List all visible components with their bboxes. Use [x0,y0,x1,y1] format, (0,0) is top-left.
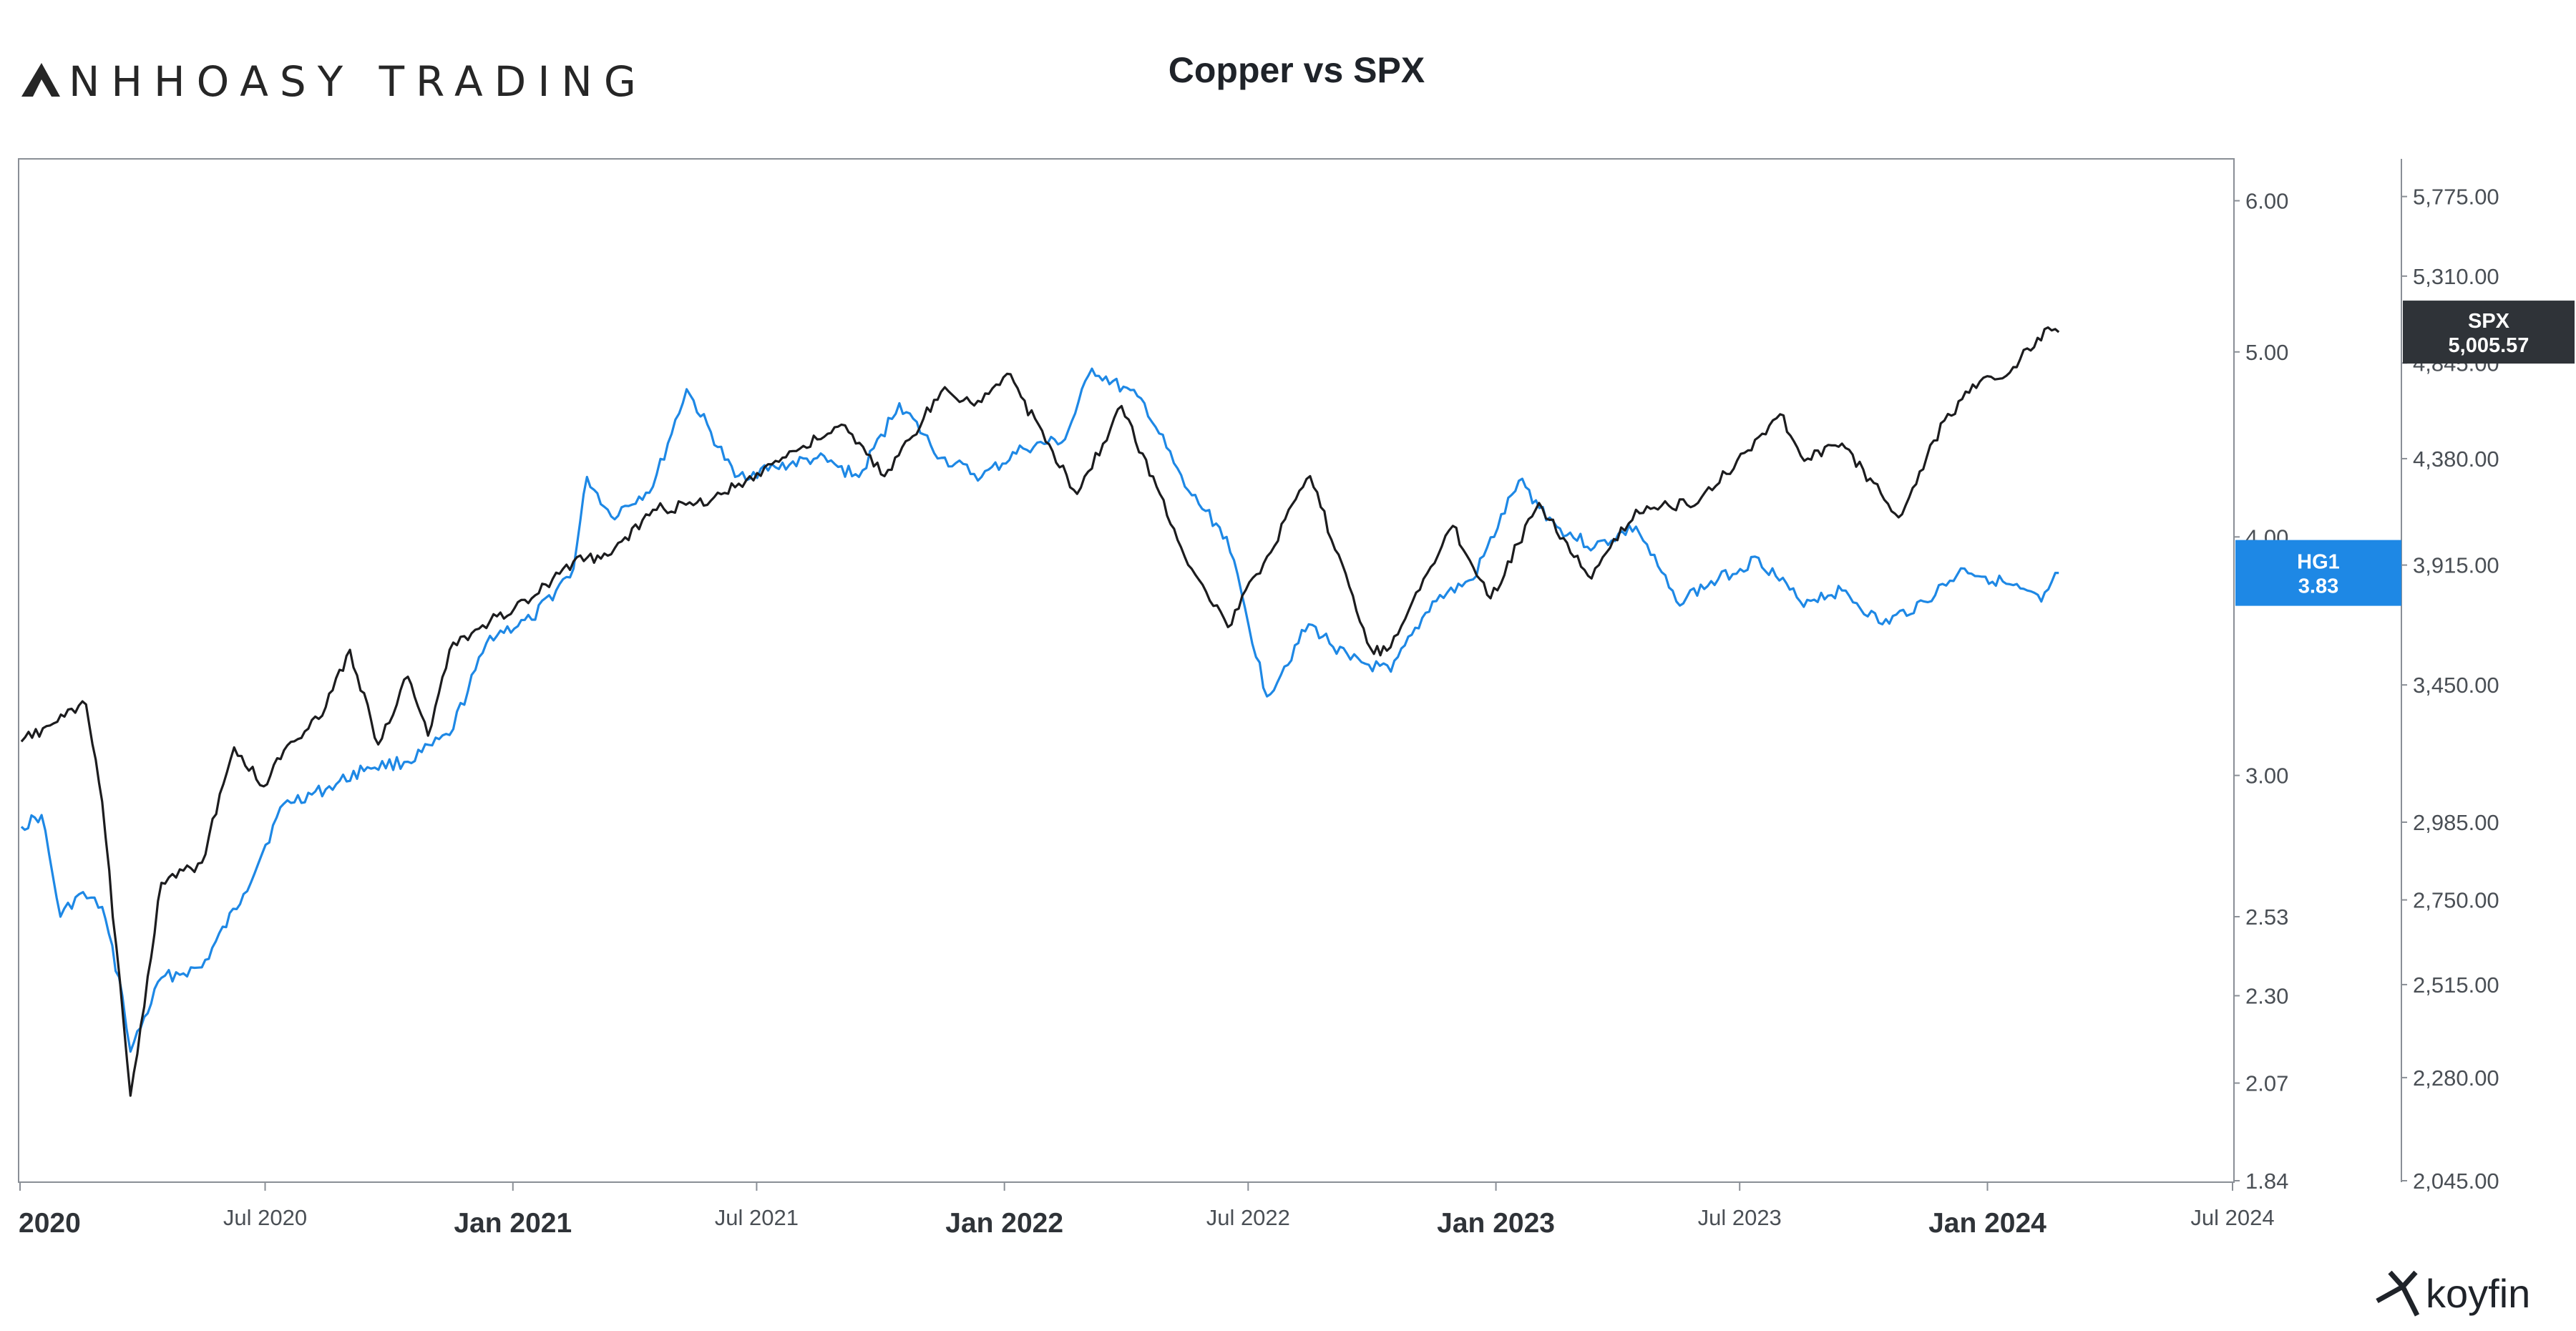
x-axis-tick-label: Jul 2023 [1698,1205,1782,1230]
brand-logo: NHHOASY TRADING [21,57,648,106]
left-axis-tick-label: 3.00 [2245,764,2288,789]
right-axis-tick-label: 2,515.00 [2413,972,2499,998]
koyfin-watermark: koyfin [2376,1270,2530,1317]
last-value-tag-spx-bg [2403,301,2575,364]
x-axis-tick-label: Jan 2023 [1437,1208,1555,1239]
x-axis-tick-label: Jul 2022 [1206,1205,1290,1230]
right-axis-tick-label: 5,310.00 [2413,264,2499,289]
x-axis-tick-label: Jul 2021 [715,1205,799,1230]
left-axis-tick-label: 2.30 [2245,983,2288,1008]
left-axis-tick-label: 6.00 [2245,189,2288,214]
right-axis-tick-label: 3,915.00 [2413,553,2499,578]
right-axis-tick-label: 5,775.00 [2413,185,2499,210]
koyfin-logo-icon [2376,1270,2420,1317]
brand-name: NHHOASY TRADING [69,57,648,106]
chart-title: Copper vs SPX [1169,50,1425,90]
series-line-hg1 [20,367,2059,1053]
last-value-tag-hg1-value: 3.83 [2298,575,2338,598]
x-axis-ticks: 2020 Jul 2020 Jan 2021 Jul 2021 Jan 2022 Jul … [19,1182,2275,1239]
series-layer [20,326,2060,1097]
brand-mountain-icon [21,63,60,97]
series-line-spx [20,326,2060,1097]
left-axis-tick-label: 2.07 [2245,1071,2288,1096]
right-axis-tick-label: 2,280.00 [2413,1066,2499,1091]
x-axis-tick-label: 2020 [19,1208,81,1239]
plot-area [18,158,2235,1183]
x-axis-tick-label: Jul 2020 [223,1205,307,1230]
x-axis-tick-label: Jan 2021 [454,1208,572,1239]
right-axis-tick-label: 2,985.00 [2413,810,2499,835]
x-axis-tick-label: Jan 2022 [945,1208,1063,1239]
last-value-tag-hg1: HG1 3.83 [2235,540,2401,606]
left-axis-tick-label: 2.53 [2245,905,2288,930]
last-value-tag-hg1-bg [2235,540,2401,606]
last-value-tag-spx-name: SPX [2468,310,2510,333]
right-axis-tick-label: 3,450.00 [2413,673,2499,698]
right-axis-tick-label: 2,750.00 [2413,888,2499,913]
last-value-tag-spx: SPX 5,005.57 [2403,301,2575,364]
right-axis-tick-label: 4,380.00 [2413,447,2499,472]
last-value-tag-hg1-name: HG1 [2297,551,2340,574]
last-value-tag-spx-value: 5,005.57 [2449,334,2529,357]
x-axis-tick-label: Jan 2024 [1928,1208,2046,1239]
left-axis-ticks: 6.005.004.003.002.532.302.071.84 [2234,189,2288,1194]
left-axis-tick-label: 5.00 [2245,340,2288,365]
left-axis-tick-label: 1.84 [2245,1169,2288,1194]
koyfin-wordmark: koyfin [2426,1271,2530,1316]
x-axis-tick-label: Jul 2024 [2190,1205,2274,1230]
right-axis-tick-label: 2,045.00 [2413,1169,2499,1194]
